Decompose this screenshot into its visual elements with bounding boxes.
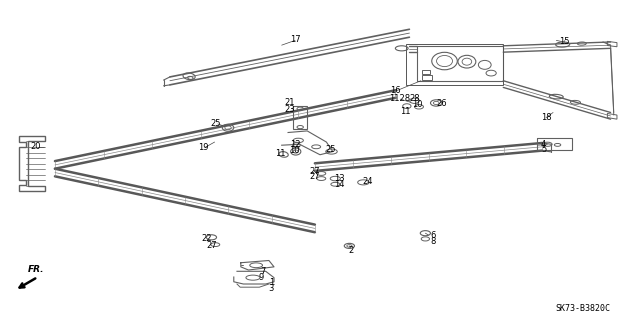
Text: 15: 15 <box>559 37 569 46</box>
Text: 1: 1 <box>269 278 275 287</box>
Text: 9: 9 <box>259 273 264 282</box>
Text: 25: 25 <box>325 145 335 154</box>
Text: 19: 19 <box>198 143 209 152</box>
Text: SK73-B3820C: SK73-B3820C <box>556 304 611 313</box>
Text: 7: 7 <box>260 267 265 276</box>
Text: 21: 21 <box>284 98 294 107</box>
Text: 16: 16 <box>390 86 401 95</box>
Text: 10: 10 <box>289 146 300 155</box>
Text: 10: 10 <box>412 100 422 109</box>
Text: 4: 4 <box>541 140 546 149</box>
Text: 18: 18 <box>541 113 552 122</box>
Text: FR.: FR. <box>28 265 44 274</box>
Text: 14: 14 <box>334 180 344 189</box>
Text: 20: 20 <box>31 142 41 151</box>
Text: 6: 6 <box>430 231 436 240</box>
Bar <box>422 70 430 74</box>
Bar <box>537 138 572 150</box>
Text: 23: 23 <box>284 105 294 114</box>
Text: 17: 17 <box>290 35 300 44</box>
Text: 11: 11 <box>275 149 285 158</box>
Text: 2: 2 <box>348 246 353 255</box>
Text: 13: 13 <box>334 174 344 183</box>
Text: 1128: 1128 <box>388 94 410 103</box>
Bar <box>422 75 433 80</box>
Text: 25: 25 <box>210 119 221 129</box>
Text: 28: 28 <box>409 94 420 103</box>
Text: 8: 8 <box>430 237 436 246</box>
Text: 11: 11 <box>401 107 411 116</box>
Text: 26: 26 <box>436 99 447 108</box>
Bar <box>406 44 503 85</box>
Text: 22: 22 <box>201 234 212 243</box>
Text: 3: 3 <box>268 284 273 293</box>
Text: 27: 27 <box>310 167 320 176</box>
Text: 24: 24 <box>363 177 373 186</box>
Bar <box>417 46 503 81</box>
Text: 27: 27 <box>206 241 217 250</box>
Text: 27: 27 <box>310 173 320 182</box>
Bar <box>293 106 307 129</box>
Text: 5: 5 <box>541 145 546 154</box>
Text: 12: 12 <box>291 140 301 149</box>
